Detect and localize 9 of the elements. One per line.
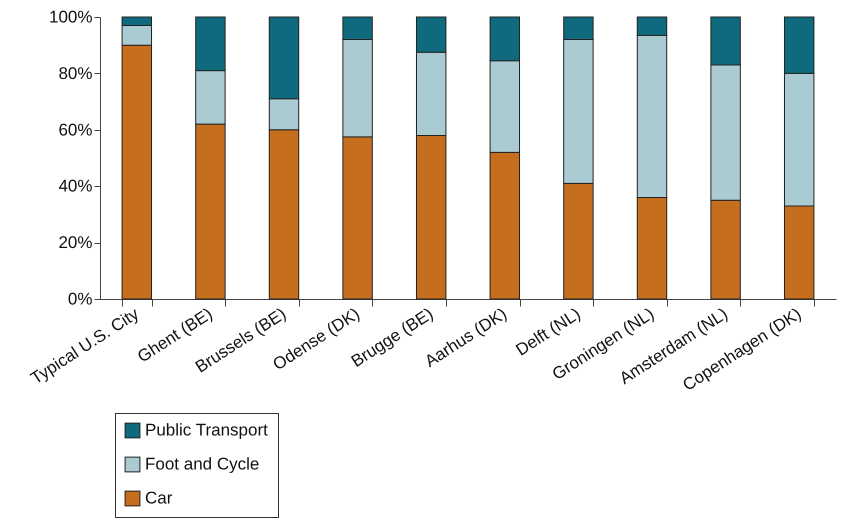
y-tick-label: 80% [58, 64, 92, 83]
y-tick-label: 0% [68, 290, 92, 308]
y-tick-label: 100% [49, 8, 92, 26]
legend-label: Car [145, 488, 173, 508]
y-tick-label: 60% [58, 120, 92, 140]
y-tick-label: 20% [58, 233, 92, 252]
legend-label: Foot and Cycle [145, 454, 260, 474]
y-tick-label: 40% [58, 176, 92, 196]
legend-label: Public Transport [145, 420, 268, 440]
